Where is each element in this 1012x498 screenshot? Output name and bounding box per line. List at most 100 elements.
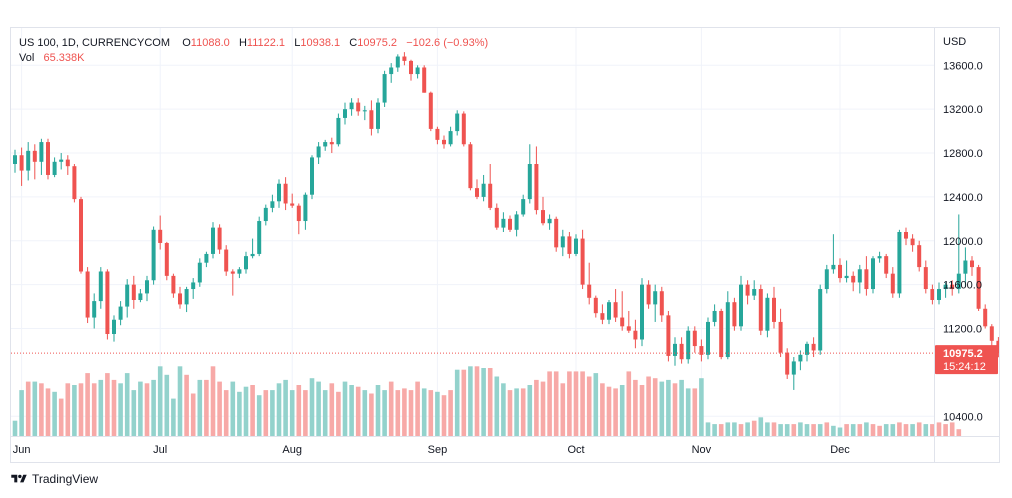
- candle-body: [92, 301, 97, 318]
- volume-legend-row: Vol 65.338K: [19, 51, 488, 66]
- volume-bar: [487, 368, 493, 436]
- volume-bar: [646, 376, 651, 436]
- volume-bar: [138, 381, 143, 436]
- volume-bar: [923, 424, 929, 436]
- candle-body: [382, 74, 387, 103]
- candle-body: [791, 361, 796, 375]
- volume-bar: [303, 390, 308, 436]
- tradingview-attribution[interactable]: TradingView: [10, 472, 98, 486]
- volume-bar: [204, 379, 209, 436]
- volume-bar: [883, 424, 889, 436]
- candle-body: [171, 275, 176, 294]
- candle-body: [224, 249, 229, 272]
- candlestick-chart[interactable]: USD 13600.0 13200.0 12800.0 12400.0 12000.0 11…: [11, 28, 999, 462]
- candle-body: [310, 157, 314, 195]
- candle-body: [798, 354, 803, 362]
- candle-body: [79, 199, 83, 272]
- candle-body: [666, 315, 671, 356]
- volume-bar: [65, 383, 71, 436]
- volume-bar: [322, 390, 328, 436]
- volume-bar: [943, 424, 948, 436]
- volume-bar: [936, 422, 942, 436]
- candle-body: [904, 232, 908, 239]
- candle-body: [877, 256, 882, 259]
- volume-bar: [223, 390, 229, 436]
- candle-body: [620, 317, 625, 327]
- volume-bar: [157, 366, 163, 436]
- volume-label[interactable]: Vol: [19, 52, 35, 64]
- volume-bar: [593, 373, 599, 436]
- volume-bar: [283, 379, 288, 436]
- candle-body: [897, 232, 902, 294]
- candle-body: [923, 267, 928, 290]
- candle-body: [217, 227, 222, 250]
- candle-body: [164, 242, 169, 276]
- volume-bar: [210, 366, 216, 436]
- candle-body: [145, 280, 149, 294]
- volume-bar: [817, 424, 823, 436]
- candle-body: [805, 343, 809, 355]
- candle-body: [679, 343, 684, 360]
- volume-bar: [362, 390, 368, 436]
- candle-body: [963, 260, 968, 274]
- volume-bar: [230, 381, 236, 436]
- volume-bar: [276, 383, 282, 436]
- price-tick-label: 11200.0: [943, 324, 982, 336]
- volume-bar: [864, 422, 869, 436]
- volume-bar: [672, 383, 678, 436]
- volume-bar: [184, 374, 189, 436]
- candle-body: [607, 302, 611, 320]
- volume-bar: [751, 420, 757, 436]
- candle-body: [402, 56, 407, 61]
- candle-body: [230, 271, 235, 274]
- candle-body: [395, 56, 400, 68]
- volume-bar: [131, 390, 137, 436]
- high-value: 11122.1: [246, 37, 286, 49]
- volume-bar: [547, 371, 552, 436]
- price-tick-label: 12400.0: [943, 192, 983, 204]
- candle-body: [937, 289, 941, 300]
- candle-body: [237, 269, 242, 274]
- volume-bar: [428, 390, 434, 436]
- candle-body: [593, 297, 598, 314]
- candle-body: [19, 155, 24, 171]
- volume-bar: [25, 381, 31, 436]
- candle-body: [442, 139, 446, 145]
- currency-label: USD: [943, 36, 966, 48]
- candle-body: [983, 308, 988, 327]
- candle-body: [369, 110, 374, 129]
- price-tick-label: 11600.0: [943, 280, 982, 292]
- candle-body: [527, 164, 532, 200]
- candle-body: [917, 245, 922, 268]
- volume-bar: [342, 381, 348, 436]
- volume-bar: [39, 383, 44, 436]
- candle-body: [521, 199, 526, 215]
- volume-bar: [573, 371, 579, 436]
- volume-bar: [685, 388, 691, 436]
- volume-bar: [91, 383, 97, 436]
- time-tick-label: Oct: [567, 444, 584, 456]
- volume-bar: [395, 390, 401, 436]
- volume-bar: [732, 422, 737, 436]
- candle-body: [580, 238, 585, 285]
- candle-body: [191, 282, 196, 290]
- candle-body: [26, 150, 31, 171]
- candle-body: [501, 218, 506, 228]
- candle-body: [244, 256, 248, 270]
- volume-bar: [718, 424, 724, 436]
- time-tick-label: Aug: [282, 444, 302, 456]
- candle-body: [415, 67, 420, 75]
- candle-body: [653, 291, 658, 305]
- volume-bar: [712, 424, 717, 436]
- symbol-label[interactable]: US 100, 1D, CURRENCYCOM: [19, 37, 170, 49]
- volume-bar: [435, 391, 440, 436]
- chart-frame[interactable]: USD 13600.0 13200.0 12800.0 12400.0 12000.0 11…: [10, 27, 1000, 463]
- volume-bar: [679, 379, 684, 436]
- candle-body: [362, 110, 367, 112]
- volume-bar: [52, 391, 57, 436]
- volume-bar: [831, 425, 836, 436]
- candle-body: [59, 159, 64, 162]
- volume-bar: [758, 417, 764, 436]
- tradingview-brand-text: TradingView: [32, 472, 99, 486]
- candle-body: [303, 194, 308, 222]
